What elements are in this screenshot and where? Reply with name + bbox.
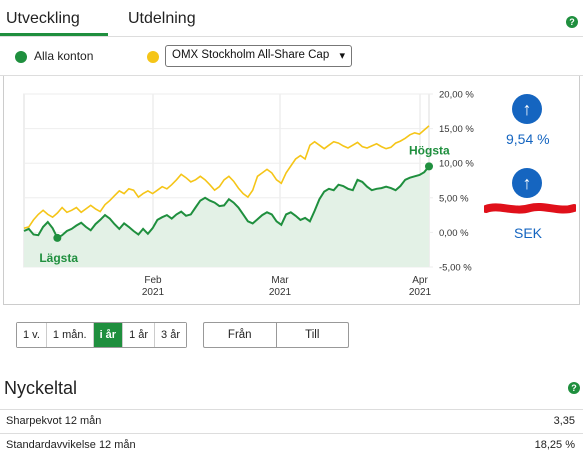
up-arrow-icon: ↑ xyxy=(512,94,542,124)
x-tick-label: 2021 xyxy=(409,287,432,298)
x-tick-label: Feb xyxy=(144,275,162,286)
x-tick-label: Mar xyxy=(271,275,289,286)
legend-divider xyxy=(0,75,583,76)
help-icon[interactable]: ? xyxy=(566,16,578,28)
tab-divider xyxy=(0,36,583,37)
key-figure-value: 3,35 xyxy=(553,415,575,427)
lowest-point-marker xyxy=(53,233,62,242)
key-figure-value: 18,25 % xyxy=(534,439,575,451)
tab-bar: Utveckling Utdelning ? xyxy=(0,0,583,37)
y-tick-label: 15,00 % xyxy=(439,124,474,135)
x-tick-label: 2021 xyxy=(142,287,165,298)
benchmark-select-value: OMX Stockholm All-Share Cap xyxy=(172,49,330,61)
up-arrow-icon: ↑ xyxy=(512,168,542,198)
period-iar-button[interactable]: i år xyxy=(93,323,124,347)
fund-series-line xyxy=(23,165,430,240)
benchmark-select[interactable]: OMX Stockholm All-Share Cap ▾ xyxy=(165,45,352,67)
series-dot-icon xyxy=(15,51,27,63)
benchmark-series-line xyxy=(23,125,430,229)
lowest-label: Lägsta xyxy=(39,251,78,265)
return-value: 9,54 % xyxy=(506,131,550,147)
key-figure-label: Standardavvikelse 12 mån xyxy=(6,439,136,451)
y-tick-label: 10,00 % xyxy=(439,159,474,170)
chevron-down-icon: ▾ xyxy=(339,50,345,62)
chart-panel xyxy=(3,76,580,305)
tab-utveckling[interactable]: Utveckling xyxy=(6,10,80,27)
x-tick-label: 2021 xyxy=(269,287,292,298)
fund-area xyxy=(24,166,429,267)
highest-label: Högsta xyxy=(409,143,450,157)
period-3ar-button[interactable]: 3 år xyxy=(155,323,187,347)
period-1v-button[interactable]: 1 v. xyxy=(17,323,47,347)
y-tick-label: 0,00 % xyxy=(439,228,469,239)
tab-utdelning[interactable]: Utdelning xyxy=(128,10,196,27)
to-date-button[interactable]: Till xyxy=(275,323,349,347)
series-label: Alla konton xyxy=(34,49,94,63)
key-figures-title: Nyckeltal xyxy=(4,378,78,398)
from-date-button[interactable]: Från xyxy=(227,329,252,341)
period-1man-button[interactable]: 1 mån. xyxy=(46,323,94,347)
y-tick-label: 5,00 % xyxy=(439,193,469,204)
key-figure-row: Sharpekvot 12 mån 3,35 xyxy=(0,409,583,431)
y-tick-label: 20,00 % xyxy=(439,90,474,101)
key-figure-row: Standardavvikelse 12 mån 18,25 % xyxy=(0,433,583,455)
y-tick-label: -5,00 % xyxy=(439,263,472,274)
period-selector: 1 v. 1 mån. i år 1 år 3 år xyxy=(16,322,188,348)
help-icon[interactable]: ? xyxy=(568,382,580,394)
chart-legend: Alla konton OMX Stockholm All-Share Cap … xyxy=(0,37,583,75)
redaction-mark xyxy=(484,203,576,214)
active-tab-indicator xyxy=(0,33,108,36)
benchmark-dot-icon xyxy=(147,51,159,63)
x-tick-label: Apr xyxy=(412,275,428,286)
date-range-selector: Från Till xyxy=(203,322,349,348)
sek-value: SEK xyxy=(514,225,543,241)
key-figure-label: Sharpekvot 12 mån xyxy=(6,415,102,427)
highest-point-marker xyxy=(425,162,433,171)
period-1ar-button[interactable]: 1 år xyxy=(123,323,156,347)
